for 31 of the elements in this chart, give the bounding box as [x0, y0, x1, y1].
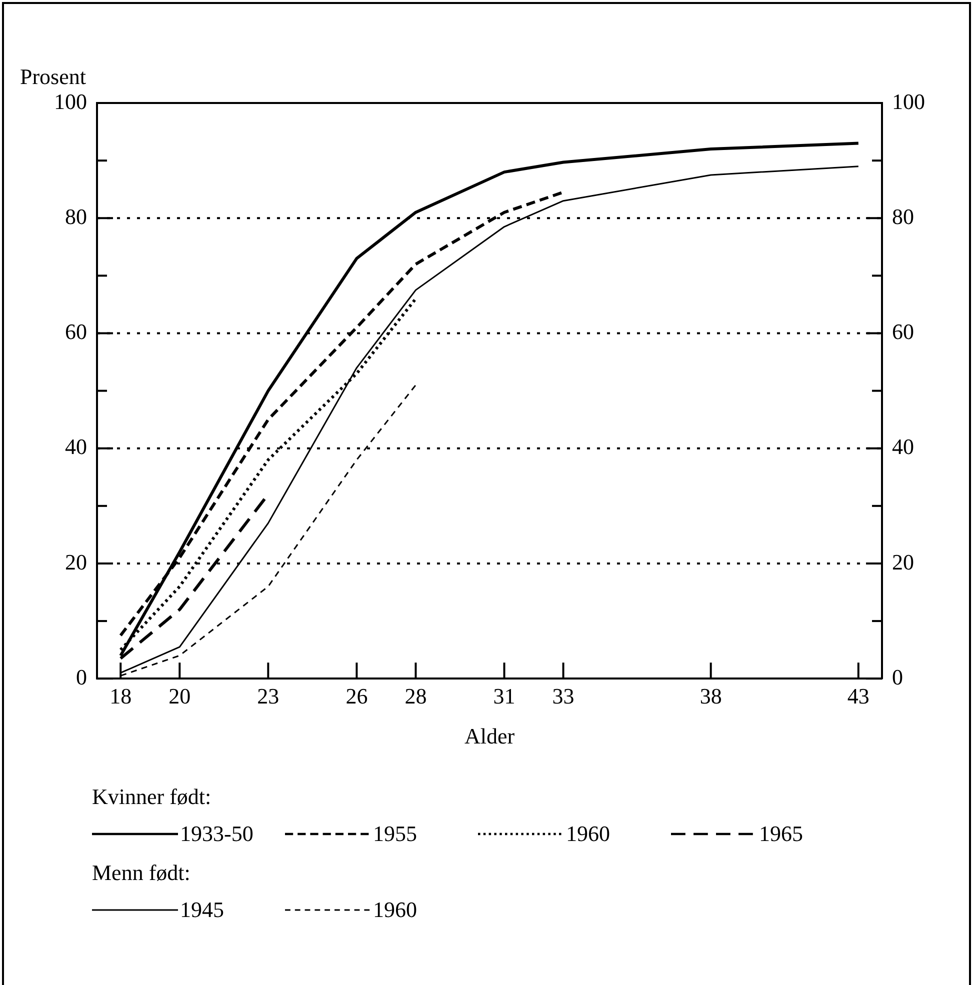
legend-label: 1960 [566, 821, 610, 847]
legend-label: 1960 [373, 897, 417, 923]
legend-label: 1933-50 [180, 821, 254, 847]
y2-tick-label: 20 [892, 549, 914, 574]
y2-tick-label: 40 [892, 434, 914, 460]
x-tick-label: 18 [110, 684, 132, 709]
y2-tick-label: 0 [892, 664, 903, 690]
y-axis-title: Prosent [20, 64, 86, 89]
y-tick-label: 60 [65, 319, 87, 344]
y2-tick-label: 100 [892, 88, 925, 114]
y2-tick-label: 80 [892, 204, 914, 229]
x-tick-label: 38 [700, 684, 722, 709]
x-tick-label: 43 [847, 684, 870, 709]
x-tick-label: 20 [168, 684, 191, 709]
y-tick-label: 20 [65, 549, 87, 574]
x-axis-title: Alder [464, 723, 516, 748]
x-tick-label: 28 [404, 684, 427, 709]
x-tick-label: 26 [346, 684, 368, 709]
text: Menn født: [92, 860, 192, 887]
text: Kvinner født: [92, 784, 212, 811]
legend-label: 1965 [759, 821, 803, 847]
y-tick-label: 40 [65, 434, 87, 460]
y-tick-label: 100 [54, 88, 87, 114]
y2-tick-label: 60 [892, 319, 914, 344]
legend-label: 1955 [373, 821, 417, 847]
x-tick-label: 31 [493, 684, 516, 709]
x-tick-label: 33 [552, 684, 574, 709]
x-tick-label: 23 [257, 684, 280, 709]
y-tick-label: 80 [65, 204, 87, 229]
legend-label: 1945 [180, 897, 224, 923]
y-tick-label: 0 [76, 664, 87, 690]
